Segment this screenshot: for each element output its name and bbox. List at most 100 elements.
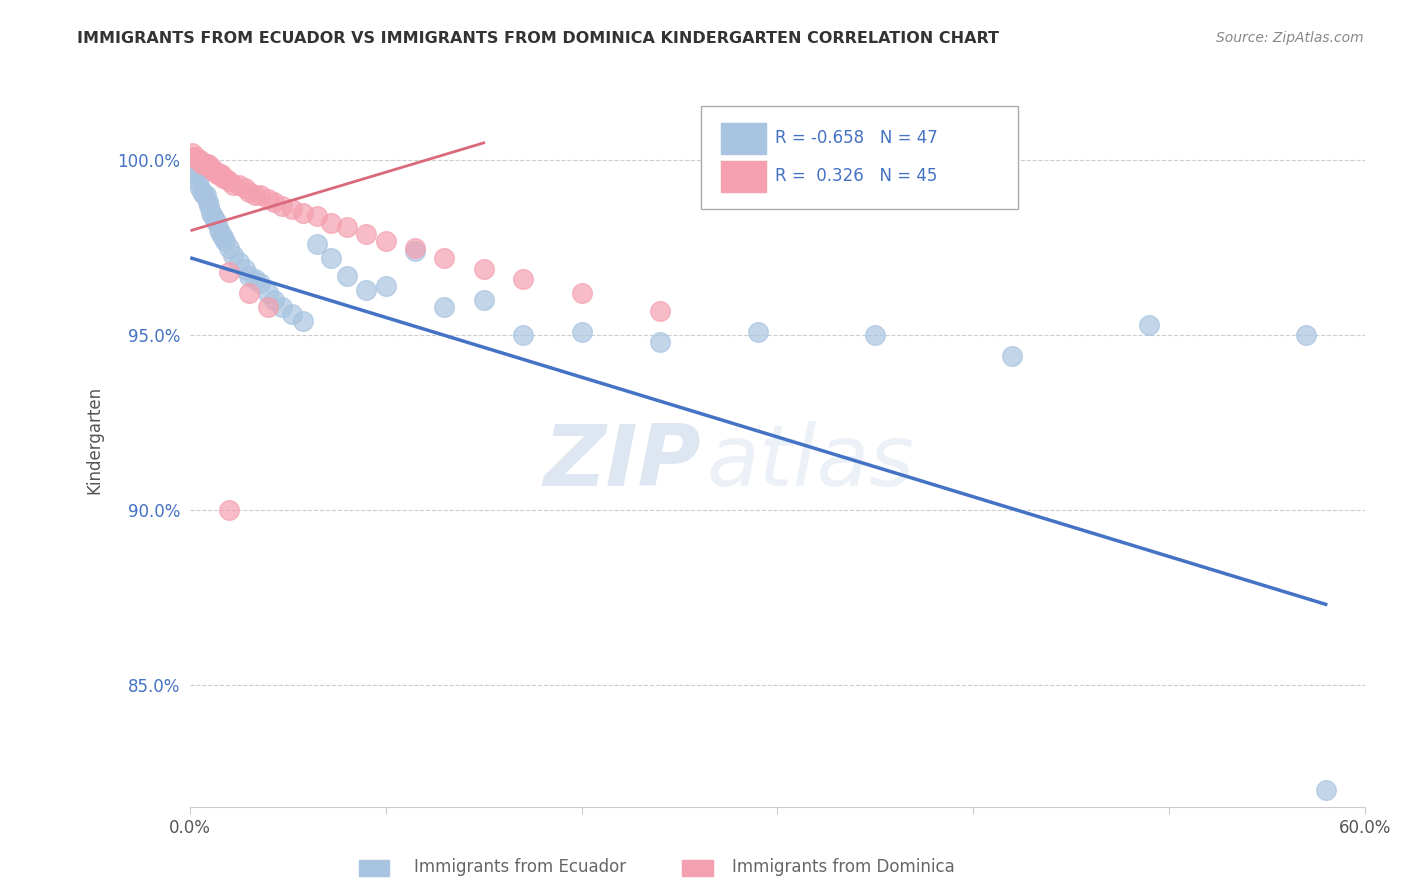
Text: R =  0.326   N = 45: R = 0.326 N = 45 — [775, 168, 938, 186]
Point — [354, 283, 377, 297]
Point — [433, 252, 456, 266]
Point — [335, 268, 357, 283]
Point — [354, 227, 377, 241]
Point — [183, 167, 205, 181]
Point — [184, 150, 207, 164]
Point — [188, 181, 211, 195]
Point — [257, 192, 280, 206]
Point — [194, 188, 217, 202]
Point — [1315, 782, 1337, 797]
Point — [228, 254, 250, 268]
Point — [208, 167, 231, 181]
Point — [218, 241, 240, 255]
Point — [228, 178, 250, 192]
Point — [190, 185, 212, 199]
Point — [238, 286, 260, 301]
Point — [204, 212, 226, 227]
Point — [202, 164, 225, 178]
Point — [214, 170, 236, 185]
Point — [207, 216, 229, 230]
Point — [271, 300, 294, 314]
Point — [292, 206, 315, 220]
Point — [319, 252, 342, 266]
Point — [208, 223, 231, 237]
Point — [190, 157, 212, 171]
Point — [187, 153, 209, 168]
Point — [214, 234, 236, 248]
Point — [404, 241, 426, 255]
Point — [212, 170, 235, 185]
Point — [184, 167, 207, 181]
Point — [209, 167, 232, 181]
Text: Immigrants from Ecuador: Immigrants from Ecuador — [415, 858, 626, 876]
Point — [197, 157, 219, 171]
Point — [1139, 318, 1161, 332]
Point — [271, 199, 294, 213]
Point — [218, 265, 240, 279]
Point — [200, 161, 222, 175]
Point — [218, 503, 240, 517]
Point — [263, 293, 285, 308]
Point — [197, 195, 219, 210]
Point — [209, 227, 232, 241]
Point — [222, 248, 245, 262]
Point — [193, 188, 215, 202]
Point — [1295, 328, 1317, 343]
Point — [512, 328, 534, 343]
Text: IMMIGRANTS FROM ECUADOR VS IMMIGRANTS FROM DOMINICA KINDERGARTEN CORRELATION CHA: IMMIGRANTS FROM ECUADOR VS IMMIGRANTS FR… — [77, 31, 1000, 46]
Point — [648, 303, 671, 318]
Text: atlas: atlas — [707, 420, 915, 504]
Point — [648, 335, 671, 350]
Point — [193, 157, 215, 171]
Bar — [721, 161, 766, 192]
Point — [747, 325, 769, 339]
Point — [204, 164, 226, 178]
Y-axis label: Kindergarten: Kindergarten — [86, 386, 103, 494]
Point — [404, 244, 426, 259]
Point — [222, 178, 245, 192]
Point — [571, 286, 593, 301]
Point — [207, 167, 229, 181]
Point — [292, 314, 315, 328]
Point — [571, 325, 593, 339]
Point — [183, 150, 205, 164]
Point — [238, 268, 260, 283]
Point — [249, 188, 271, 202]
Point — [865, 328, 887, 343]
Point — [1001, 349, 1024, 363]
Point — [319, 216, 342, 230]
Point — [307, 237, 329, 252]
Text: Source: ZipAtlas.com: Source: ZipAtlas.com — [1216, 31, 1364, 45]
Point — [238, 185, 260, 199]
Point — [212, 230, 235, 244]
Point — [218, 174, 240, 188]
Point — [257, 286, 280, 301]
Point — [243, 272, 266, 286]
Point — [180, 161, 202, 175]
Text: ZIP: ZIP — [543, 420, 702, 504]
Point — [335, 219, 357, 234]
Point — [194, 157, 217, 171]
Point — [280, 202, 302, 217]
Point — [233, 181, 256, 195]
Point — [472, 261, 495, 276]
Point — [243, 188, 266, 202]
Point — [233, 261, 256, 276]
Point — [202, 209, 225, 223]
Point — [512, 272, 534, 286]
Point — [198, 199, 221, 213]
Point — [187, 174, 209, 188]
Point — [374, 234, 396, 248]
Point — [200, 206, 222, 220]
Bar — [721, 123, 766, 153]
Point — [374, 279, 396, 293]
FancyBboxPatch shape — [702, 106, 1018, 209]
Point — [198, 161, 221, 175]
Point — [257, 300, 280, 314]
Point — [433, 300, 456, 314]
Point — [472, 293, 495, 308]
Point — [180, 146, 202, 161]
Point — [307, 209, 329, 223]
Point — [249, 276, 271, 290]
Point — [188, 153, 211, 168]
